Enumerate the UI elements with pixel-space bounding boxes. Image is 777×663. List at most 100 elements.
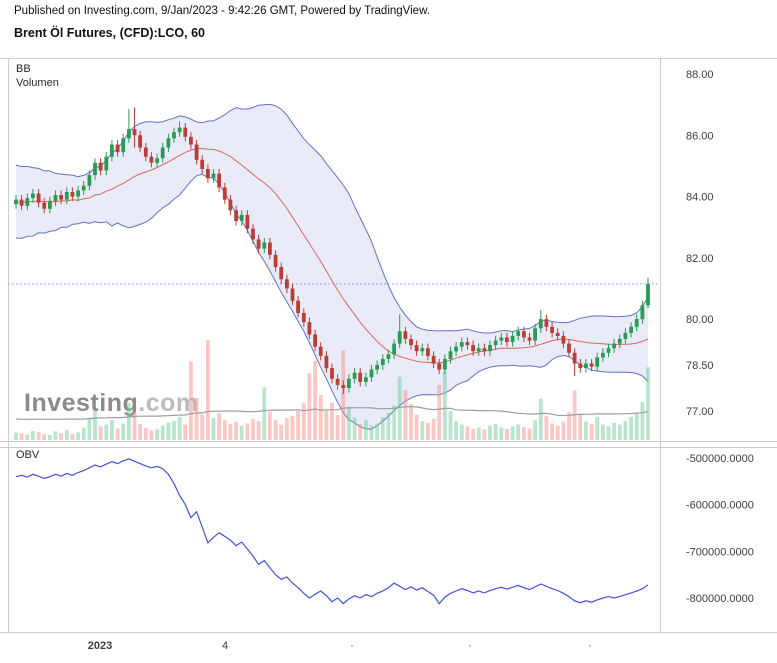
candle-body xyxy=(330,368,334,379)
volume-bar xyxy=(189,361,193,440)
volume-bar xyxy=(296,411,300,440)
candle-body xyxy=(454,346,458,352)
volume-bar xyxy=(14,432,18,440)
candle-body xyxy=(601,352,605,358)
volume-bar xyxy=(132,412,137,440)
candle-body xyxy=(634,319,639,327)
candle-body xyxy=(335,378,340,385)
candle-body xyxy=(36,193,41,203)
candle-body xyxy=(646,283,650,306)
candle-body xyxy=(397,331,402,344)
volume-bar xyxy=(454,421,458,440)
volume-bar xyxy=(341,350,346,440)
volume-bar xyxy=(279,424,284,440)
obv-axis[interactable]: -500000.0000 -600000.0000 -700000.0000 -800… xyxy=(686,453,754,605)
volume-bar xyxy=(307,373,312,440)
volume-bar xyxy=(25,434,30,440)
price-axis-label: 80.00 xyxy=(686,314,714,326)
candle-body xyxy=(262,242,267,249)
candle-body xyxy=(42,202,47,209)
candle-body xyxy=(239,214,244,221)
volume-bar xyxy=(172,421,176,440)
candle-body xyxy=(584,363,588,369)
candle-body xyxy=(76,190,80,197)
price-axis-label: 88.00 xyxy=(686,69,714,81)
volume-bar xyxy=(211,418,216,440)
candle-body xyxy=(522,331,526,338)
candle-body xyxy=(155,158,159,163)
candle-body xyxy=(279,267,284,280)
volume-bar xyxy=(409,403,413,440)
candle-body xyxy=(414,345,419,352)
volume-bar xyxy=(160,425,165,440)
obv-axis-label: -700000.0000 xyxy=(686,546,754,558)
volume-bar xyxy=(206,340,210,440)
candle-body xyxy=(544,319,549,327)
candle-body xyxy=(166,138,171,148)
volume-bar xyxy=(550,423,554,440)
obv-axis-label: -500000.0000 xyxy=(686,453,754,465)
candle-body xyxy=(538,319,543,329)
chart-title: Brent Öl Futures, (CFD):LCO, 60 xyxy=(14,26,205,40)
volume-bar xyxy=(53,431,58,440)
obv-axis-label: -800000.0000 xyxy=(686,593,754,605)
volume-bar xyxy=(138,424,142,440)
candle-body xyxy=(273,254,278,268)
candle-body xyxy=(110,144,114,157)
volume-ma-line xyxy=(15,406,649,421)
volume-bar xyxy=(245,423,250,440)
candle-body xyxy=(409,339,413,346)
volume-bar xyxy=(612,422,616,440)
indicator-label-bb[interactable]: BB xyxy=(16,63,31,75)
volume-bar xyxy=(561,421,566,440)
volume-bar xyxy=(330,402,334,440)
volume-bar xyxy=(516,424,521,440)
candle-body xyxy=(476,348,481,352)
volume-bar xyxy=(544,415,549,440)
time-axis[interactable]: 2023 4 · · · xyxy=(88,640,592,652)
candle-body xyxy=(459,342,464,347)
volume-bar xyxy=(155,429,159,440)
volume-bar xyxy=(420,421,425,440)
candle-body xyxy=(160,147,165,159)
time-axis-label: · xyxy=(468,640,472,652)
candle-body xyxy=(358,372,363,382)
volume-bar xyxy=(268,411,272,440)
volume-bar xyxy=(115,428,120,440)
volume-bar xyxy=(538,398,543,440)
indicator-label-obv[interactable]: OBV xyxy=(16,449,40,461)
volume-bar xyxy=(364,419,368,440)
volume-bar xyxy=(110,419,114,440)
candle-body xyxy=(623,332,628,339)
candle-body xyxy=(369,369,374,378)
volume-bar xyxy=(262,387,267,440)
candle-body xyxy=(87,175,92,186)
candle-body xyxy=(143,147,148,157)
candle-body xyxy=(617,339,622,344)
candle-body xyxy=(290,288,295,301)
candle-body xyxy=(14,199,18,205)
volume-bar xyxy=(392,405,396,440)
volume-bar xyxy=(98,426,103,440)
candle-body xyxy=(222,187,227,200)
candle-body xyxy=(437,363,442,370)
indicator-label-volume[interactable]: Volumen xyxy=(16,77,59,89)
candle-body xyxy=(341,385,346,389)
volume-bar xyxy=(301,403,306,440)
candle-body xyxy=(307,322,312,335)
volume-bar xyxy=(358,424,363,440)
volume-bar xyxy=(584,421,588,440)
volume-bar xyxy=(239,425,244,440)
volume-bar xyxy=(104,424,109,440)
volume-bar xyxy=(476,427,481,440)
candle-body xyxy=(578,363,583,369)
volume-bar xyxy=(601,424,605,440)
price-axis[interactable]: 88.00 86.00 84.00 82.00 80.00 78.50 77.00 xyxy=(686,69,714,418)
candle-body xyxy=(59,195,63,200)
candle-body xyxy=(482,348,487,352)
volume-bar xyxy=(149,430,154,440)
volume-bar xyxy=(522,427,526,440)
candle-body xyxy=(488,345,492,352)
volume-bar xyxy=(48,435,52,440)
